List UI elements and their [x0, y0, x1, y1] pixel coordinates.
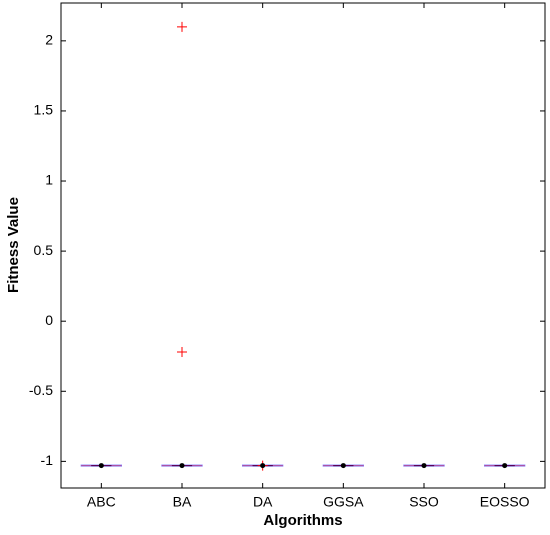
y-tick-label: -0.5	[29, 382, 53, 398]
y-tick-label: 1	[45, 172, 53, 188]
mean-dot	[421, 463, 427, 469]
x-tick-label: BA	[173, 494, 192, 510]
x-tick-label: DA	[253, 494, 273, 510]
mean-dot	[502, 463, 508, 469]
y-tick-label: 2	[45, 32, 53, 48]
y-tick-label: -1	[41, 452, 54, 468]
mean-dot	[260, 463, 266, 469]
outlier	[177, 21, 187, 32]
x-tick-label: SSO	[409, 494, 439, 510]
x-tick-label: GGSA	[323, 494, 364, 510]
x-tick-label: EOSSO	[480, 494, 530, 510]
x-tick-label: ABC	[87, 494, 116, 510]
mean-dot	[340, 463, 346, 469]
y-tick-label: 1.5	[34, 102, 54, 118]
y-tick-label: 0	[45, 312, 53, 328]
mean-dot	[98, 463, 104, 469]
plot-frame	[60, 2, 546, 489]
x-axis-label: Algorithms	[263, 512, 342, 529]
mean-dot	[179, 463, 185, 469]
outlier	[177, 347, 187, 358]
y-axis-label: Fitness Value	[5, 197, 22, 293]
y-tick-label: 0.5	[34, 242, 54, 258]
